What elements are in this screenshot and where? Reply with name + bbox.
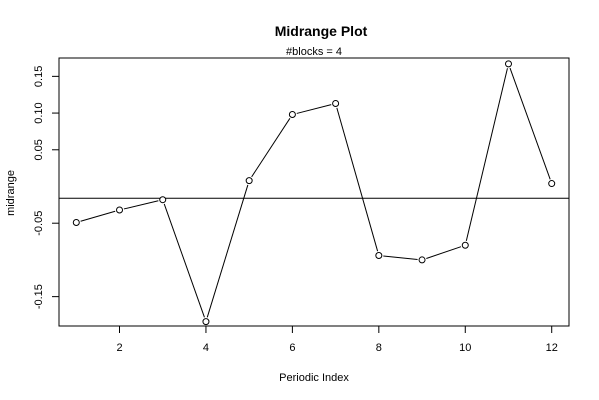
y-axis-label: midrange [5,170,17,216]
x-tick-label: 4 [203,342,209,354]
series-segment [509,67,551,180]
y-tick-label: -0.05 [33,211,45,236]
data-point [245,177,253,185]
series-segment [296,104,332,114]
chart-title: Midrange Plot [275,23,368,39]
plot-frame [58,57,570,327]
data-point [288,111,296,119]
x-tick-label: 2 [116,342,122,354]
x-tick-label: 12 [546,342,558,354]
series-segment [123,200,159,210]
x-axis: 2 4 6 8 10 12 [116,325,558,354]
data-point [332,100,340,108]
series-segment [383,255,418,260]
chart-subtitle: #blocks = 4 [286,46,342,58]
x-axis-label: Periodic Index [279,372,349,384]
x-tick-label: 10 [459,342,471,354]
x-tick-label: 8 [376,342,382,354]
y-tick-label: 0.15 [33,66,45,87]
data-point [548,180,556,188]
data-point [159,196,167,204]
series-segment [426,246,462,259]
series-segment [163,203,205,318]
data-point [418,256,426,264]
series-segment [251,118,291,178]
x-tick-label: 6 [289,342,295,354]
data-point [202,318,210,326]
y-tick-label: 0.10 [33,102,45,123]
data-point [72,218,80,226]
series-segment [206,184,249,318]
y-tick-label: 0.05 [33,139,45,160]
series-segment [336,107,379,252]
series-segment [80,210,116,222]
data-point [461,241,469,249]
series-segment [465,68,508,241]
y-axis: -0.15 -0.05 0.05 0.10 0.15 [33,66,60,309]
y-tick-label: -0.15 [33,284,45,309]
data-point [116,206,124,214]
series-group [72,60,556,326]
data-point [504,60,512,68]
data-point [375,252,383,260]
